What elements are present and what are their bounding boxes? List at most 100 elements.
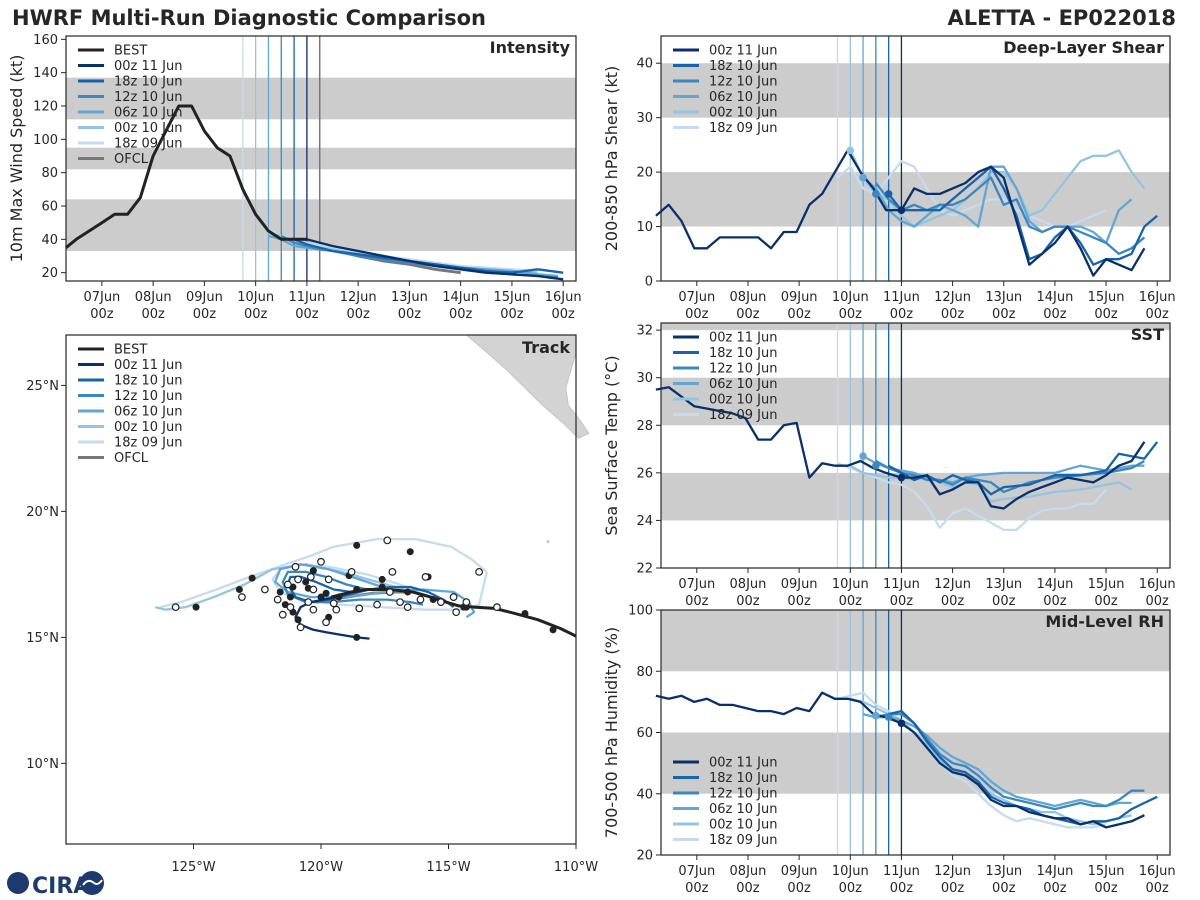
rh-xtick-date: 16Jun bbox=[1139, 864, 1176, 879]
shear-panel: 0 10 20 30 40 07Jun 00z 08Jun 00z 09Jun 00z 10Jun 00… bbox=[602, 35, 1176, 322]
shear-frame bbox=[660, 35, 1171, 282]
rh-band bbox=[661, 732, 1170, 794]
intensity-title: Intensity bbox=[490, 38, 571, 57]
rh-xtick-date: 15Jun bbox=[1088, 864, 1125, 879]
intensity-panel: 20 40 60 80 100 120 140 160 07Jun 00z 08Jun 00z 09Ju… bbox=[7, 33, 582, 322]
track-day-marker bbox=[317, 593, 325, 601]
sst-ytick-label: 26 bbox=[636, 466, 653, 481]
track-halfday-marker bbox=[355, 604, 364, 613]
rh-xtick-date: 13Jun bbox=[985, 864, 1022, 879]
track-xtick-label: 120°W bbox=[299, 860, 343, 875]
sst-init-point bbox=[872, 461, 880, 470]
shear-legend-label: 00z 11 Jun bbox=[709, 44, 778, 59]
intensity-xtick-date: 10Jun bbox=[237, 290, 274, 305]
rh-xtick-hour: 00z bbox=[890, 881, 914, 896]
intensity-ytick-label: 100 bbox=[33, 133, 58, 148]
shear-init-point bbox=[872, 190, 880, 198]
sst-xtick-hour: 00z bbox=[1094, 594, 1118, 609]
rh-xtick-hour: 00z bbox=[736, 881, 760, 896]
track-title: Track bbox=[522, 338, 570, 357]
shear-ytick-label: 10 bbox=[636, 220, 653, 235]
track-day-marker bbox=[429, 596, 437, 604]
shear-ylabel: 200-850 hPa Shear (kt) bbox=[602, 66, 621, 252]
rh-xtick-date: 12Jun bbox=[934, 864, 971, 879]
track-day-marker bbox=[521, 609, 529, 617]
track-day-marker bbox=[353, 541, 361, 549]
intensity-frame bbox=[65, 35, 577, 282]
figure-title: HWRF Multi-Run Diagnostic Comparison bbox=[12, 6, 486, 30]
sst-ytick-label: 24 bbox=[636, 514, 653, 529]
rh-panel: 20 40 60 80 100 07Jun 00z 08Jun 00z 09Jun 00z 10Jun… bbox=[602, 604, 1176, 897]
intensity-xtick-hour: 00z bbox=[346, 307, 370, 322]
track-halfday-marker bbox=[294, 575, 302, 584]
track-day-marker bbox=[353, 586, 361, 593]
track-legend-label: OFCL bbox=[114, 451, 149, 466]
track-halfday-marker bbox=[475, 567, 484, 576]
sst-ytick-label: 32 bbox=[636, 324, 653, 339]
intensity-xtick-hour: 00z bbox=[398, 307, 422, 322]
sst-xtick-date: 13Jun bbox=[985, 577, 1022, 592]
sst-init-point bbox=[897, 473, 906, 482]
intensity-xtick-date: 15Jun bbox=[493, 290, 530, 305]
shear-xtick-date: 16Jun bbox=[1139, 290, 1176, 305]
track-day-marker bbox=[335, 593, 343, 601]
track-halfday-marker bbox=[383, 536, 392, 545]
intensity-band bbox=[66, 77, 576, 120]
track-halfday-marker bbox=[322, 618, 331, 627]
intensity-series-00z-11-jun bbox=[306, 238, 564, 281]
intensity-xtick-date: 16Jun bbox=[545, 290, 582, 305]
rh-legend-label: 12z 10 Jun bbox=[709, 787, 778, 802]
rh-xtick-hour: 00z bbox=[941, 881, 965, 896]
sst-init-point bbox=[859, 452, 867, 461]
track-halfday-marker bbox=[278, 610, 287, 619]
sst-series-18z-09-jun bbox=[837, 462, 1107, 532]
rh-xtick-date: 07Jun bbox=[678, 864, 715, 879]
sst-xtick-hour: 00z bbox=[839, 594, 863, 609]
track-legend-label: 18z 10 Jun bbox=[114, 374, 183, 389]
track-day-marker bbox=[378, 575, 386, 583]
track-legend-label: 06z 10 Jun bbox=[114, 405, 183, 420]
track-halfday-marker bbox=[261, 585, 269, 594]
track-panel: 125°W 120°W 115°W 110°W 10°N 15°N 20°N 25°N Trac… bbox=[26, 334, 598, 875]
intensity-legend-label: 18z 10 Jun bbox=[114, 75, 183, 90]
rh-xtick-hour: 00z bbox=[992, 881, 1016, 896]
cira-logo: CIRA bbox=[7, 871, 104, 899]
intensity-ytick-label: 60 bbox=[41, 200, 58, 215]
intensity-xtick-date: 08Jun bbox=[135, 290, 172, 305]
rh-xtick-hour: 00z bbox=[839, 881, 863, 896]
shear-legend-label: 06z 10 Jun bbox=[709, 90, 778, 105]
sst-xtick-date: 08Jun bbox=[730, 577, 767, 592]
shear-title: Deep-Layer Shear bbox=[1003, 38, 1164, 57]
rh-ytick-label: 80 bbox=[636, 665, 653, 680]
sst-frame bbox=[660, 322, 1171, 569]
sst-legend-label: 00z 10 Jun bbox=[709, 393, 778, 408]
track-day-marker bbox=[248, 574, 256, 582]
storm-id: ALETTA - EP022018 bbox=[948, 6, 1176, 30]
track-halfday-marker bbox=[436, 598, 445, 606]
track-halfday-marker bbox=[286, 603, 295, 612]
sst-legend-label: 12z 10 Jun bbox=[709, 362, 778, 377]
rh-legend-label: 06z 10 Jun bbox=[709, 802, 778, 817]
shear-series-06z-10-jun bbox=[862, 165, 1133, 245]
track-halfday-marker bbox=[283, 580, 292, 589]
shear-xtick-hour: 00z bbox=[1146, 307, 1170, 322]
track-day-marker bbox=[406, 548, 414, 556]
track-halfday-marker bbox=[449, 593, 458, 601]
shear-xtick-hour: 00z bbox=[992, 307, 1016, 322]
intensity-ytick-label: 80 bbox=[41, 166, 58, 181]
sst-xtick-date: 16Jun bbox=[1139, 577, 1176, 592]
shear-series-18z-10-jun bbox=[887, 165, 1158, 266]
rh-legend-label: 00z 11 Jun bbox=[709, 756, 778, 771]
track-series-06z-10-jun bbox=[273, 563, 476, 619]
sst-xtick-date: 07Jun bbox=[678, 577, 715, 592]
intensity-ytick-label: 120 bbox=[33, 100, 58, 115]
intensity-ytick-label: 160 bbox=[33, 33, 58, 48]
rh-xtick-hour: 00z bbox=[685, 881, 709, 896]
track-halfday-marker bbox=[388, 567, 397, 576]
sst-title: SST bbox=[1131, 325, 1164, 344]
cira-logo-wave-icon bbox=[82, 879, 103, 886]
rh-title: Mid-Level RH bbox=[1045, 612, 1164, 631]
track-day-marker bbox=[549, 626, 557, 634]
rh-legend-label: 00z 10 Jun bbox=[709, 818, 778, 833]
